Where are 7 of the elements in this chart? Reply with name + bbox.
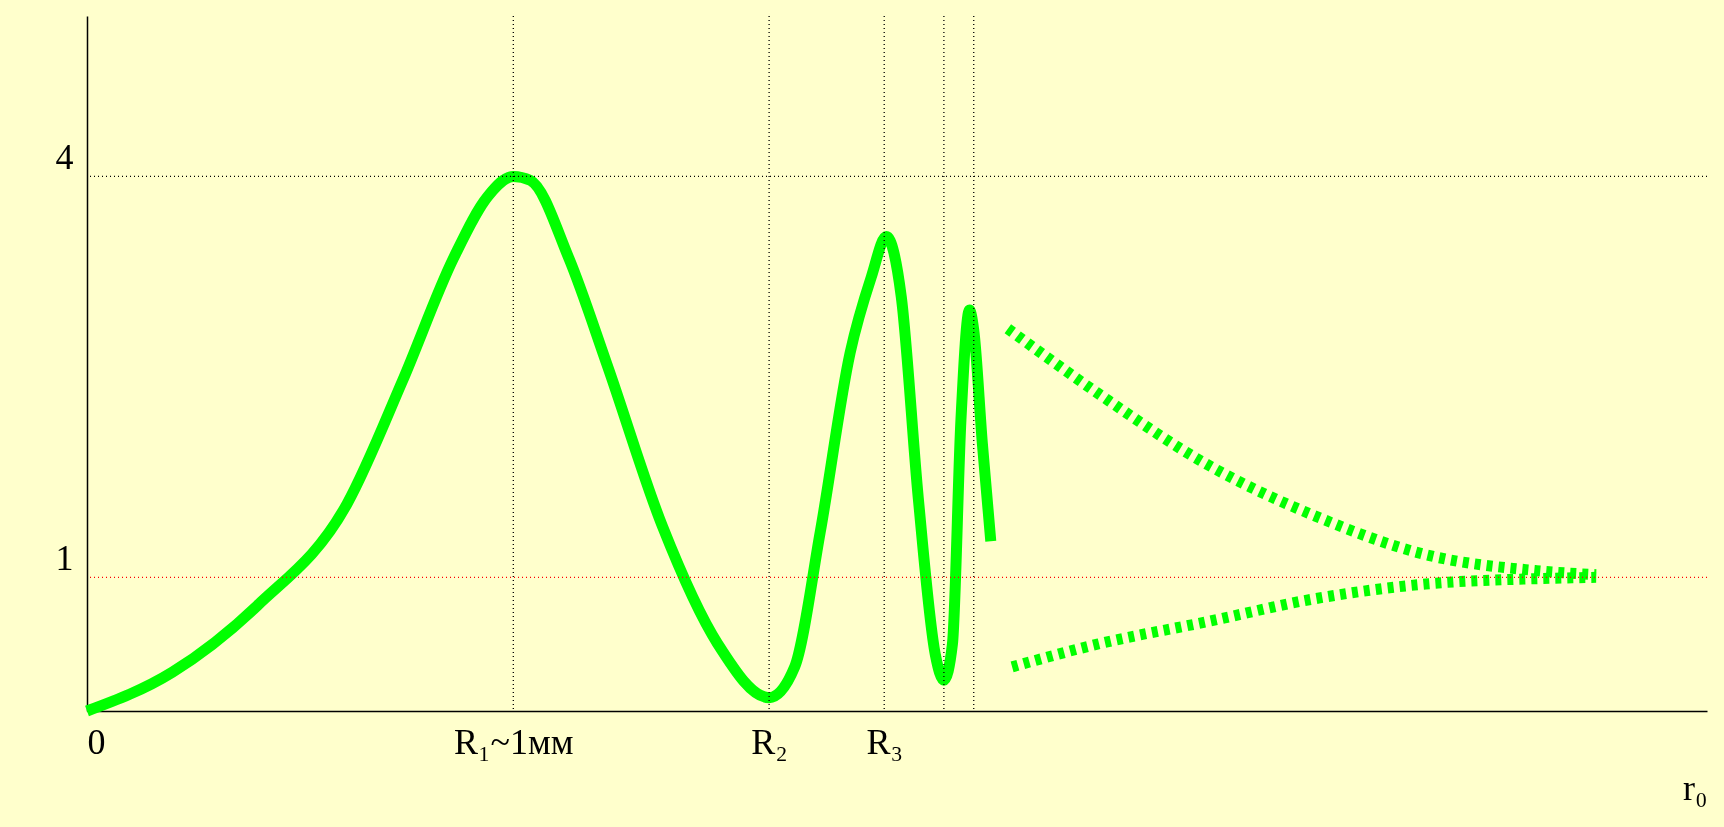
x-tick-label: R₃	[866, 721, 903, 762]
x-tick-label: R₁~1мм	[454, 721, 574, 762]
x-tick-label: R₂	[751, 721, 788, 762]
x-axis-title: r₀	[1682, 767, 1708, 808]
x-tick-label: 0	[87, 721, 106, 762]
y-tick-label: 4	[55, 136, 74, 177]
y-tick-label: 1	[55, 537, 74, 578]
